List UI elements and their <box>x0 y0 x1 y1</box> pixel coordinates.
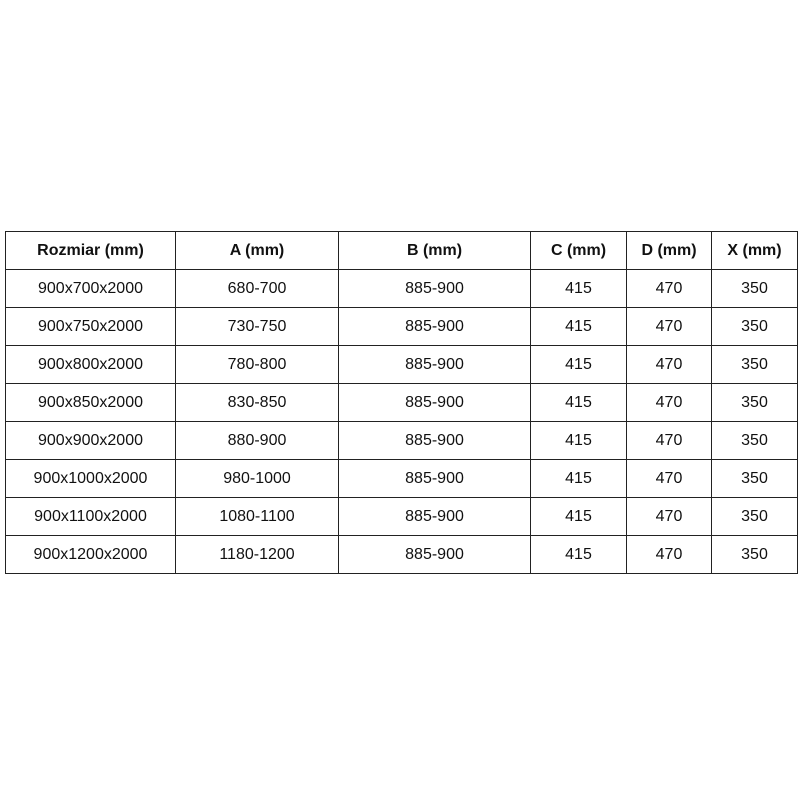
column-header: X (mm) <box>711 231 798 270</box>
table-cell: 885-900 <box>338 421 531 460</box>
table-cell: 980-1000 <box>175 459 339 498</box>
table-cell: 470 <box>626 269 712 308</box>
table-cell: 415 <box>530 269 627 308</box>
table-cell: 470 <box>626 459 712 498</box>
table-cell: 1080-1100 <box>175 497 339 536</box>
table-cell: 470 <box>626 307 712 346</box>
table-cell: 350 <box>711 459 798 498</box>
table-cell: 900x900x2000 <box>5 421 176 460</box>
table-row: 900x1000x2000 980-1000 885-900 415 470 350 <box>5 459 798 498</box>
table-cell: 350 <box>711 307 798 346</box>
table-row: 900x1200x2000 1180-1200 885-900 415 470 350 <box>5 535 798 574</box>
table-cell: 830-850 <box>175 383 339 422</box>
column-header: C (mm) <box>530 231 627 270</box>
table-cell: 350 <box>711 497 798 536</box>
table-row: 900x700x2000 680-700 885-900 415 470 350 <box>5 269 798 308</box>
dimensions-table: Rozmiar (mm) A (mm) B (mm) C (mm) D (mm) X (m… <box>5 231 798 574</box>
header-row: Rozmiar (mm) A (mm) B (mm) C (mm) D (mm) X (m… <box>5 231 798 270</box>
table-cell: 470 <box>626 497 712 536</box>
column-header: B (mm) <box>338 231 531 270</box>
table-cell: 415 <box>530 345 627 384</box>
column-header: D (mm) <box>626 231 712 270</box>
table-cell: 350 <box>711 421 798 460</box>
table-body: 900x700x2000 680-700 885-900 415 470 350 900x7… <box>5 269 798 574</box>
table-row: 900x800x2000 780-800 885-900 415 470 350 <box>5 345 798 384</box>
table-cell: 885-900 <box>338 497 531 536</box>
column-header: Rozmiar (mm) <box>5 231 176 270</box>
table-cell: 415 <box>530 497 627 536</box>
table-cell: 415 <box>530 535 627 574</box>
table-cell: 470 <box>626 421 712 460</box>
table-cell: 885-900 <box>338 269 531 308</box>
table-cell: 900x1100x2000 <box>5 497 176 536</box>
table-row: 900x750x2000 730-750 885-900 415 470 350 <box>5 307 798 346</box>
table-cell: 415 <box>530 421 627 460</box>
table-cell: 900x1200x2000 <box>5 535 176 574</box>
table-cell: 900x1000x2000 <box>5 459 176 498</box>
table-cell: 415 <box>530 307 627 346</box>
table-cell: 885-900 <box>338 307 531 346</box>
table-cell: 880-900 <box>175 421 339 460</box>
table-cell: 900x850x2000 <box>5 383 176 422</box>
table-row: 900x850x2000 830-850 885-900 415 470 350 <box>5 383 798 422</box>
table-cell: 780-800 <box>175 345 339 384</box>
table-cell: 470 <box>626 383 712 422</box>
table-cell: 680-700 <box>175 269 339 308</box>
table-cell: 415 <box>530 383 627 422</box>
table-cell: 470 <box>626 535 712 574</box>
table-cell: 1180-1200 <box>175 535 339 574</box>
table-cell: 885-900 <box>338 383 531 422</box>
table-row: 900x1100x2000 1080-1100 885-900 415 470 350 <box>5 497 798 536</box>
table-cell: 885-900 <box>338 345 531 384</box>
table-row: 900x900x2000 880-900 885-900 415 470 350 <box>5 421 798 460</box>
table-cell: 350 <box>711 535 798 574</box>
table-cell: 415 <box>530 459 627 498</box>
table-cell: 900x800x2000 <box>5 345 176 384</box>
table-cell: 350 <box>711 383 798 422</box>
table-cell: 350 <box>711 269 798 308</box>
table-cell: 900x700x2000 <box>5 269 176 308</box>
table-cell: 885-900 <box>338 535 531 574</box>
table-cell: 900x750x2000 <box>5 307 176 346</box>
table-cell: 885-900 <box>338 459 531 498</box>
table-cell: 730-750 <box>175 307 339 346</box>
column-header: A (mm) <box>175 231 339 270</box>
table-cell: 350 <box>711 345 798 384</box>
table-cell: 470 <box>626 345 712 384</box>
